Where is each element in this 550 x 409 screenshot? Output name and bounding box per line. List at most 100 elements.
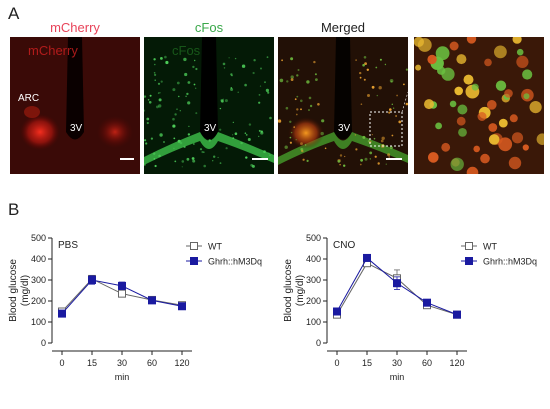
cfos-cell	[154, 79, 156, 81]
panel-b-letter: B	[8, 200, 20, 219]
zoom-cell	[498, 137, 513, 152]
cfos-cell	[194, 59, 196, 62]
merged-cell	[363, 56, 367, 59]
merged-cell	[364, 157, 368, 161]
merged-cell	[279, 78, 284, 83]
merged-cell	[297, 69, 300, 71]
zoom-cell	[516, 48, 524, 56]
cfos-cell	[183, 57, 187, 62]
data-point	[88, 276, 96, 284]
cfos-cell	[195, 112, 198, 115]
cfos-cell	[186, 157, 190, 161]
cfos-cell	[203, 164, 206, 168]
merged-cell	[367, 94, 370, 97]
cfos-cell	[265, 88, 269, 92]
zoom-cell	[509, 114, 518, 123]
merged-cell	[313, 60, 316, 64]
merged-cell	[389, 146, 393, 150]
zoom-cell	[508, 156, 522, 170]
merged-cell	[384, 63, 387, 66]
cfos-cell	[153, 158, 156, 160]
merged-cell	[371, 85, 375, 89]
zoom-cell	[523, 93, 530, 100]
merged-cell	[354, 134, 357, 136]
cfos-cell	[245, 156, 248, 159]
merged-3v-label: 3V	[338, 123, 351, 134]
cfos-cell	[237, 91, 239, 93]
zoom-cell	[457, 104, 468, 115]
merged-cell	[289, 136, 292, 139]
cfos-cell	[173, 137, 176, 140]
merged-cell	[295, 139, 297, 141]
cfos-cell	[219, 162, 222, 164]
y-axis-label: Blood glucose(mg/dl)	[8, 259, 31, 322]
cfos-cell	[220, 99, 224, 102]
x-tick-label: 120	[449, 358, 464, 368]
zoom-cell	[456, 54, 467, 65]
merged-cell	[339, 154, 343, 157]
zoom-cell	[529, 101, 542, 114]
cfos-cell	[212, 160, 214, 162]
merged-cell	[391, 103, 393, 106]
y-axis-label: Blood glucose(mg/dl)	[283, 259, 306, 322]
cfos-cell	[192, 159, 196, 163]
merged-cell	[379, 58, 382, 61]
merged-cell	[289, 141, 292, 144]
merged-cell	[290, 57, 294, 61]
x-tick-label: 60	[422, 358, 432, 368]
cfos-cell	[154, 73, 157, 76]
legend-marker	[190, 242, 198, 250]
zoom-cell	[415, 64, 422, 71]
cfos-cell	[146, 121, 149, 125]
cfos-cell	[225, 147, 228, 150]
cfos-cell	[258, 94, 261, 96]
cfos-cell	[269, 154, 271, 157]
zoom-cell	[494, 45, 507, 59]
cfos-cell	[228, 57, 230, 59]
zoom-cell	[466, 37, 477, 44]
zoom-cell	[441, 67, 455, 81]
x-tick-label: 60	[147, 358, 157, 368]
data-point	[148, 296, 156, 305]
cfos-cell	[240, 141, 243, 145]
merged-cell	[388, 111, 391, 114]
chart-pbs: 0 100 200 300 400 500 0 15 30 60 120 min Blood gluco…	[0, 224, 270, 409]
zoom-cell	[449, 41, 459, 51]
zoom-cell	[435, 122, 442, 130]
cfos-overlay-text: cFos	[172, 43, 201, 58]
merged-cell	[290, 78, 294, 81]
cfos-cell	[154, 63, 156, 66]
cfos-cell	[150, 137, 153, 140]
cfos-cell	[149, 94, 152, 97]
merged-cell	[392, 107, 395, 109]
zoom-cell	[504, 89, 513, 98]
data-point	[393, 279, 401, 288]
y-tick-label: 0	[41, 338, 46, 348]
cfos-cell	[173, 147, 175, 150]
cfos-cell	[147, 99, 150, 101]
merged-cell	[290, 131, 293, 134]
cfos-cell	[260, 67, 262, 70]
zoom-cell	[477, 112, 487, 121]
cfos-cell	[174, 160, 177, 163]
x-tick-label: 30	[392, 358, 402, 368]
merged-cell	[308, 109, 310, 111]
data-point	[363, 253, 371, 262]
cfos-cell	[269, 116, 272, 120]
cfos-cell	[260, 131, 264, 135]
merged-micrograph: 3V	[278, 37, 408, 174]
cfos-cell	[222, 98, 224, 100]
zoom-cell	[522, 69, 533, 80]
zoom-cell	[512, 37, 522, 44]
y-tick-label: 400	[31, 254, 46, 264]
merged-cell	[278, 119, 282, 123]
zoom-cell	[435, 46, 450, 61]
cfos-cell	[232, 134, 234, 136]
cfos-cell	[172, 124, 176, 128]
legend-marker	[465, 242, 473, 250]
zoom-cell	[488, 134, 500, 145]
merged-cell	[309, 104, 313, 108]
cfos-cell	[234, 132, 238, 135]
merged-cell	[321, 119, 325, 123]
merged-cell	[300, 99, 303, 103]
